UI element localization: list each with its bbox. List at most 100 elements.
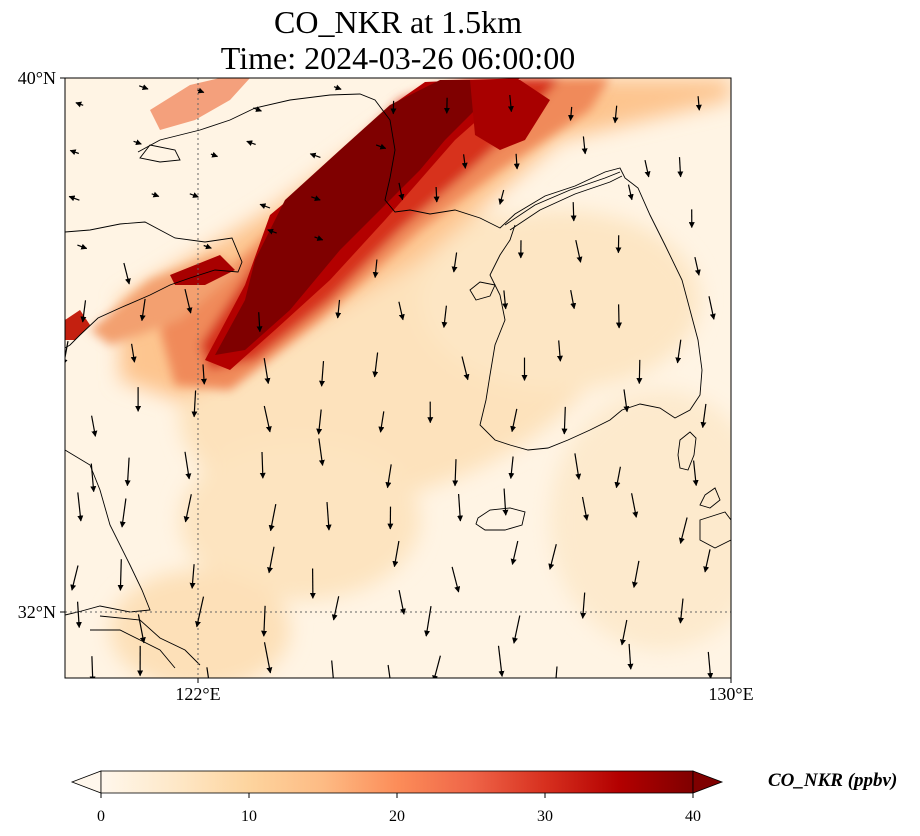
- wind-arrow: [314, 235, 324, 241]
- wind-arrow: [644, 159, 651, 178]
- wind-arrow: [319, 361, 325, 387]
- wind-arrow: [137, 614, 146, 644]
- wind-arrow: [203, 243, 212, 250]
- wind-arrow: [263, 405, 272, 433]
- concentration-field: [65, 78, 731, 678]
- wind-arrow: [333, 84, 342, 91]
- wind-arrow: [316, 409, 323, 435]
- wind-arrow: [325, 502, 332, 531]
- wind-arrow: [675, 339, 682, 364]
- wind-arrow: [385, 464, 392, 489]
- wind-arrow: [615, 304, 622, 329]
- wind-arrow: [372, 259, 379, 279]
- wind-arrow: [259, 203, 271, 210]
- wind-arrow: [507, 94, 514, 113]
- wind-arrow: [614, 466, 621, 489]
- wind-arrow: [574, 453, 582, 480]
- wind-arrow: [461, 356, 470, 381]
- colorbar-tick-label: 20: [389, 808, 405, 825]
- wind-arrow: [331, 596, 340, 621]
- colorbar-extend-min: [70, 770, 102, 794]
- wind-arrow: [311, 195, 321, 201]
- wind-arrow: [457, 493, 464, 522]
- wind-arrow: [708, 296, 716, 320]
- wind-arrow: [253, 106, 262, 112]
- wind-arrow: [556, 340, 563, 362]
- wind-arrow: [627, 643, 634, 670]
- wind-arrow: [502, 488, 509, 516]
- wind-arrow: [91, 415, 98, 437]
- wind-arrow: [210, 151, 219, 158]
- wind-arrow: [68, 195, 80, 202]
- wind-arrow: [259, 451, 266, 479]
- lon-tick-label-122: 122°E: [175, 684, 220, 704]
- wind-arrow: [451, 566, 461, 593]
- wind-arrow: [570, 202, 577, 222]
- wind-arrow: [189, 564, 196, 589]
- wind-arrow: [200, 364, 207, 385]
- wind-arrow: [631, 493, 639, 518]
- wind-arrow: [80, 300, 87, 323]
- wind-arrow: [424, 606, 432, 637]
- lat-tick-label-32: 32°N: [18, 602, 56, 622]
- wind-arrow: [575, 239, 583, 263]
- wind-arrow: [580, 592, 587, 619]
- colorbar-tick-label: 30: [537, 808, 553, 825]
- wind-arrow: [432, 655, 441, 678]
- wind-arrow: [309, 152, 321, 159]
- colorbar-gradient: [100, 770, 694, 794]
- wind-arrow: [119, 498, 127, 528]
- wind-arrow: [133, 139, 142, 146]
- wind-arrow: [452, 459, 459, 487]
- wind-arrow: [263, 358, 271, 385]
- wind-arrow: [77, 243, 88, 250]
- colorbar-tick-label: 40: [685, 808, 701, 825]
- wind-arrow: [268, 503, 277, 532]
- wind-arrow: [570, 289, 577, 310]
- wind-arrow: [631, 560, 640, 588]
- wind-arrow: [398, 301, 405, 321]
- wind-arrow: [77, 492, 84, 522]
- coastlines: [65, 93, 731, 669]
- wind-arrow: [70, 565, 79, 591]
- wind-arrow: [378, 411, 385, 433]
- wind-arrow: [619, 619, 628, 646]
- wind-arrow: [581, 496, 589, 521]
- wind-arrow: [548, 544, 557, 570]
- wind-arrow: [678, 517, 688, 544]
- wind-arrow: [139, 298, 146, 322]
- wind-arrow: [375, 143, 387, 150]
- wind-arrow: [267, 228, 277, 235]
- wind-arrow: [636, 359, 643, 385]
- wind-arrow: [623, 389, 630, 413]
- wind-arrow: [65, 340, 69, 366]
- wind-arrow: [695, 96, 702, 111]
- wind-arrow: [703, 549, 711, 573]
- wind-arrow: [677, 598, 684, 624]
- map-frame: [64, 77, 732, 679]
- wind-arrow: [246, 140, 256, 146]
- wind-arrow: [510, 540, 519, 565]
- wind-arrow: [502, 290, 509, 310]
- wind-arrow: [451, 252, 458, 273]
- wind-arrow: [700, 403, 707, 429]
- wind-arrow: [398, 589, 406, 615]
- wind-arrow: [256, 312, 263, 333]
- wind-arrow: [512, 615, 521, 644]
- wind-arrow: [581, 136, 588, 155]
- wind-arrow: [151, 191, 160, 198]
- wind-arrow: [184, 288, 193, 314]
- wind-arrow: [498, 189, 505, 205]
- colorbar-tick-label: 10: [241, 808, 257, 825]
- wind-arrow: [124, 457, 131, 487]
- wind-arrow: [267, 546, 275, 574]
- wind-arrow: [69, 149, 80, 156]
- wind-arrow: [461, 154, 468, 169]
- wind-arrow: [612, 105, 619, 124]
- wind-arrow: [197, 87, 205, 94]
- wind-arrow: [508, 456, 515, 479]
- wind-arrow: [627, 184, 634, 201]
- wind-arrow: [692, 460, 699, 487]
- wind-arrow: [261, 605, 268, 637]
